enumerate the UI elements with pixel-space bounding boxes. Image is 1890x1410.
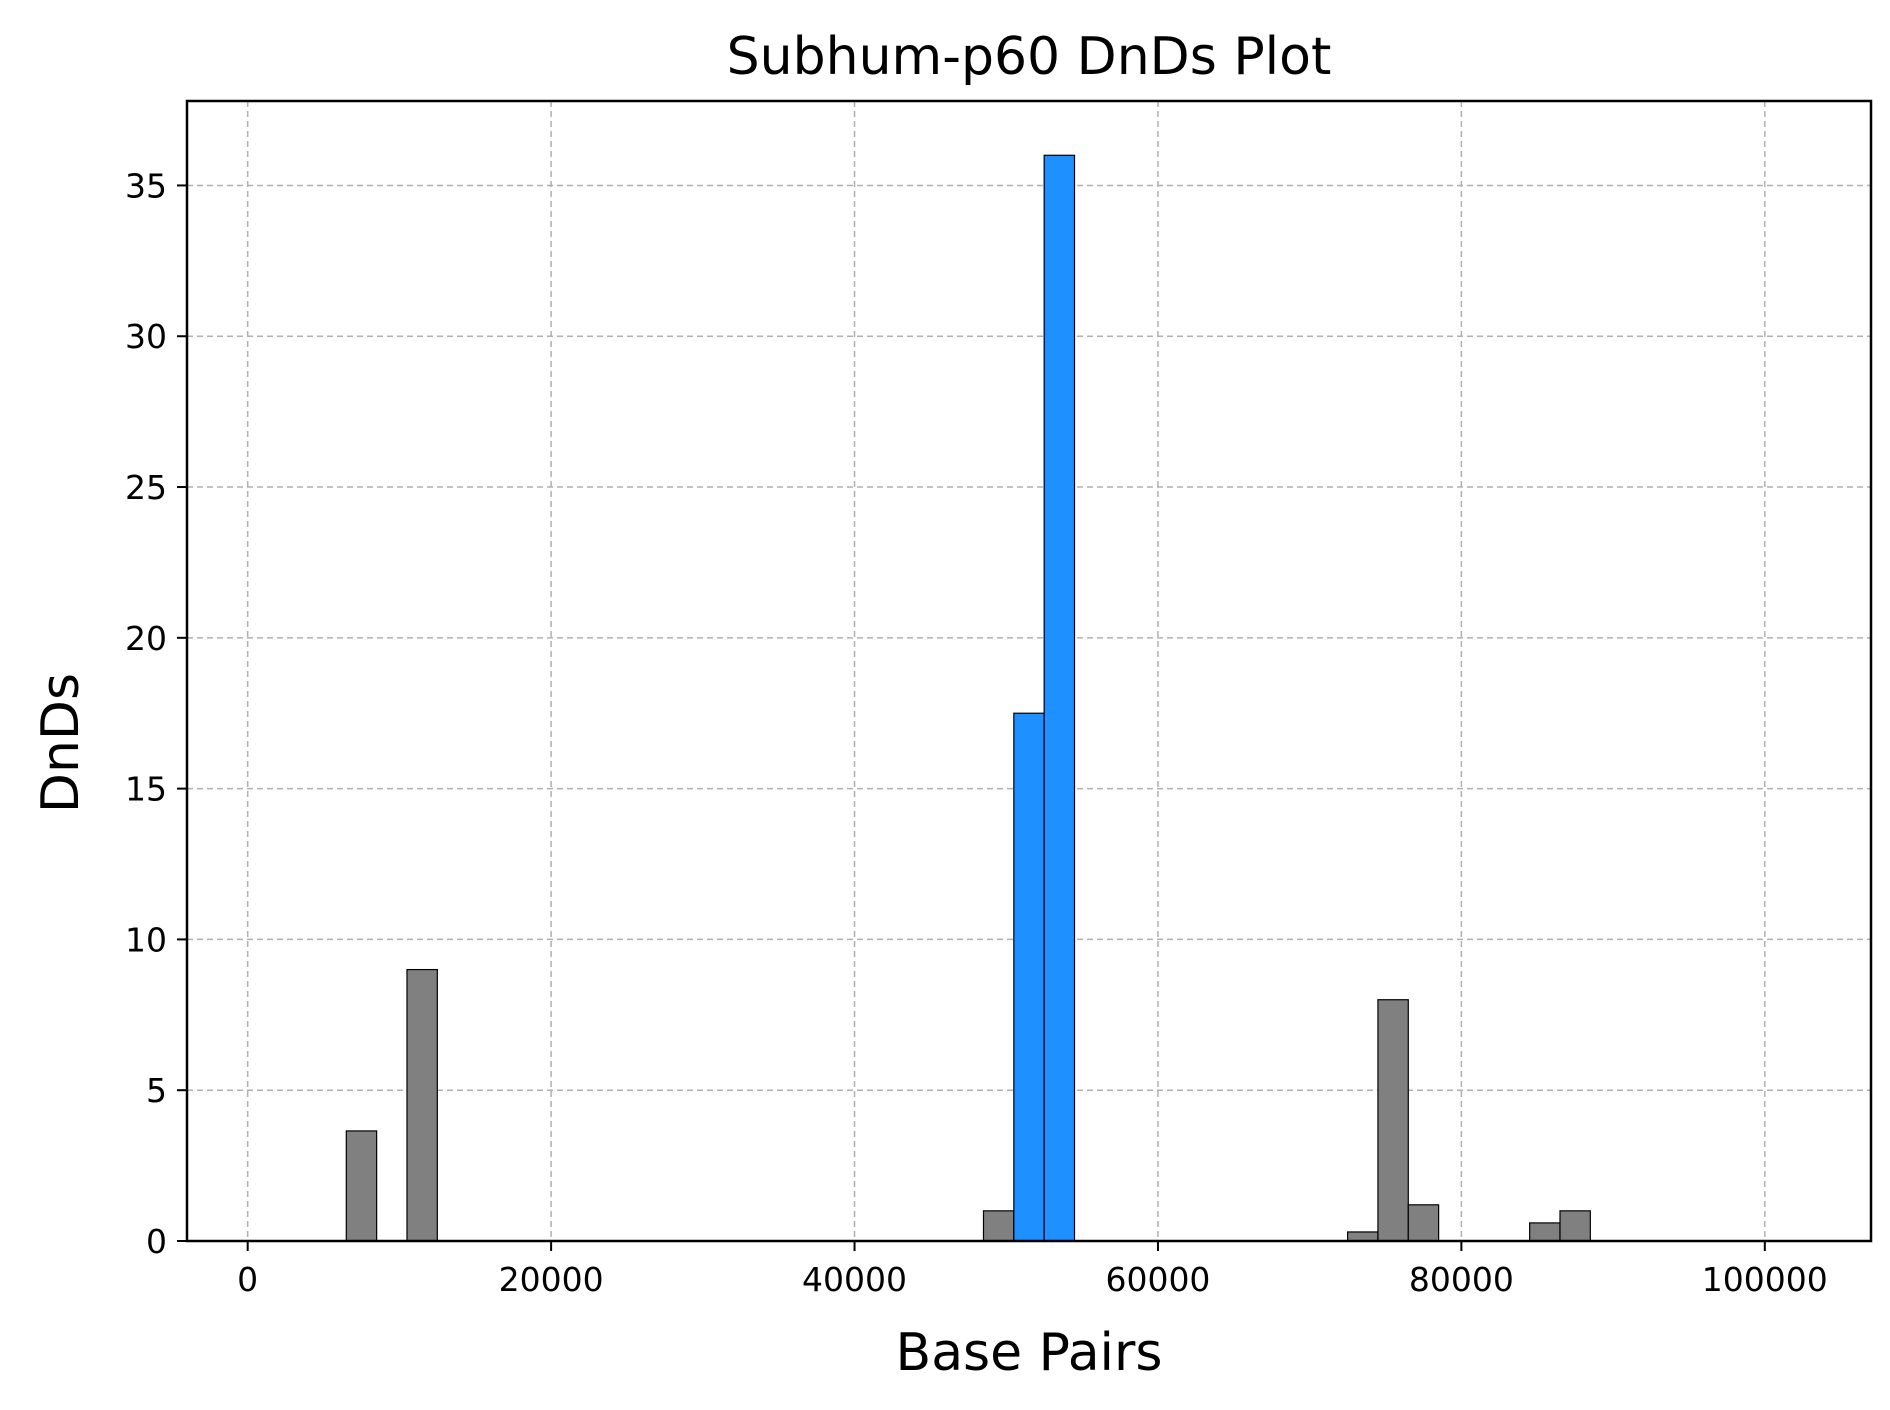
y-tick-label: 10 bbox=[125, 920, 167, 959]
chart-title: Subhum-p60 DnDs Plot bbox=[727, 27, 1332, 87]
y-axis-ticks: 0 5 10 15 20 25 30 35 bbox=[125, 166, 187, 1261]
x-tick-label: 0 bbox=[237, 1260, 258, 1299]
plot-frame bbox=[185, 99, 1873, 1243]
y-axis-label: DnDs bbox=[31, 673, 91, 813]
x-tick-label: 80000 bbox=[1409, 1260, 1514, 1299]
y-tick-label: 30 bbox=[125, 317, 167, 356]
bar bbox=[1377, 999, 1409, 1242]
y-tick-label: 25 bbox=[125, 468, 167, 507]
y-tick-label: 5 bbox=[146, 1071, 167, 1110]
y-tick-label: 35 bbox=[125, 166, 167, 205]
x-tick-label: 60000 bbox=[1105, 1260, 1210, 1299]
y-tick-label: 15 bbox=[125, 770, 167, 809]
bar bbox=[1013, 712, 1045, 1242]
bar bbox=[982, 1210, 1015, 1242]
bar bbox=[1043, 154, 1076, 1242]
x-tick-label: 40000 bbox=[802, 1260, 907, 1299]
bar bbox=[406, 968, 438, 1242]
bar bbox=[1407, 1204, 1440, 1242]
x-axis-label: Base Pairs bbox=[896, 1323, 1163, 1383]
bars bbox=[345, 154, 1591, 1242]
x-tick-label: 100000 bbox=[1702, 1260, 1828, 1299]
bar bbox=[345, 1130, 378, 1242]
bar bbox=[1529, 1222, 1561, 1242]
x-tick-label: 20000 bbox=[499, 1260, 604, 1299]
bar bbox=[1559, 1210, 1591, 1242]
y-tick-label: 20 bbox=[125, 619, 167, 658]
grid bbox=[187, 101, 1871, 1242]
x-axis-ticks: 0 20000 40000 60000 80000 100000 bbox=[237, 1241, 1828, 1299]
bar bbox=[1346, 1231, 1379, 1242]
y-tick-label: 0 bbox=[146, 1222, 167, 1261]
